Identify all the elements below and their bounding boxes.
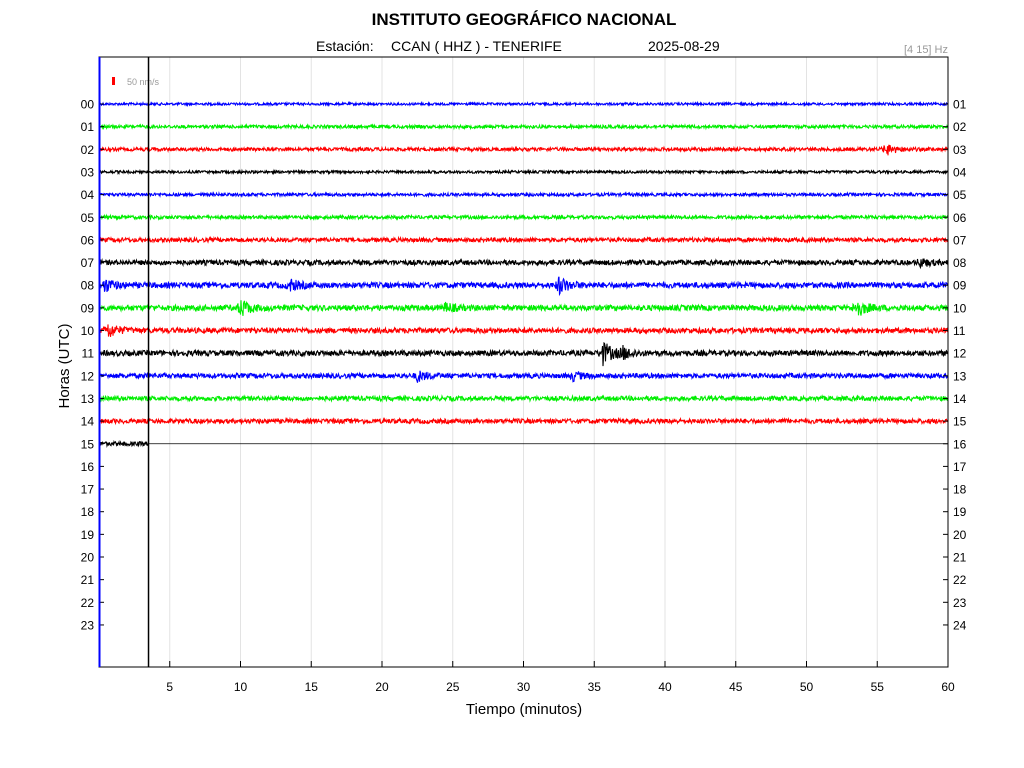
left-hour-label: 21 xyxy=(81,573,95,587)
x-tick-label: 60 xyxy=(941,680,955,694)
x-tick-label: 5 xyxy=(166,680,173,694)
hour-trace-01 xyxy=(99,122,949,131)
station-name: CCAN ( HHZ ) - TENERIFE xyxy=(391,38,562,54)
right-hour-label: 14 xyxy=(953,392,967,406)
left-hour-label: 07 xyxy=(81,256,95,270)
x-tick-label: 50 xyxy=(800,680,814,694)
left-hour-label: 22 xyxy=(81,596,95,610)
left-hour-label: 09 xyxy=(81,301,95,315)
hour-trace-00 xyxy=(99,100,949,108)
x-tick-label: 45 xyxy=(729,680,743,694)
left-hour-label: 14 xyxy=(81,415,95,429)
right-hour-label: 01 xyxy=(953,98,967,112)
hour-trace-15 xyxy=(99,439,150,448)
left-hour-label: 11 xyxy=(82,347,95,361)
traces xyxy=(99,100,949,448)
right-hour-label: 08 xyxy=(953,256,967,270)
hour-trace-13 xyxy=(99,394,949,403)
left-hour-label: 02 xyxy=(81,143,95,157)
x-tick-label: 35 xyxy=(588,680,602,694)
right-hour-label: 19 xyxy=(953,505,967,519)
right-hour-label: 16 xyxy=(953,437,967,451)
left-hour-label: 18 xyxy=(81,505,95,519)
hour-trace-14 xyxy=(99,416,949,426)
right-hour-label: 10 xyxy=(953,301,967,315)
left-hour-label: 05 xyxy=(81,211,95,225)
left-hour-label: 08 xyxy=(81,279,95,293)
right-hour-label: 09 xyxy=(953,279,967,293)
y-axis-label: Horas (UTC) xyxy=(56,323,73,408)
hour-trace-08 xyxy=(99,276,949,297)
hour-trace-10 xyxy=(99,324,949,337)
left-hour-label: 19 xyxy=(81,528,95,542)
x-axis-ticks: 5 10 15 20 25 30 35 40 45 50 55 60 xyxy=(166,661,955,694)
amplitude-scale-label: 50 nm/s xyxy=(127,77,160,87)
right-hour-label: 13 xyxy=(953,369,967,383)
left-hour-label: 06 xyxy=(81,233,95,247)
left-hour-label: 12 xyxy=(81,369,95,383)
amplitude-scale-bar xyxy=(112,77,115,85)
right-hour-label: 22 xyxy=(953,573,967,587)
right-hour-label: 17 xyxy=(953,460,967,474)
hour-trace-06 xyxy=(99,235,949,244)
grid xyxy=(169,57,878,667)
right-hour-label: 03 xyxy=(953,143,967,157)
left-hour-label: 16 xyxy=(81,460,95,474)
right-hour-label: 12 xyxy=(953,347,967,361)
hour-trace-04 xyxy=(99,190,949,199)
station-prefix: Estación: xyxy=(316,38,374,54)
x-tick-label: 55 xyxy=(871,680,885,694)
x-axis-label: Tiempo (minutos) xyxy=(466,701,582,718)
right-hour-label: 15 xyxy=(953,415,967,429)
right-hour-label: 24 xyxy=(953,618,967,632)
left-hour-label: 15 xyxy=(81,437,95,451)
x-tick-label: 30 xyxy=(517,680,531,694)
chart-title: INSTITUTO GEOGRÁFICO NACIONAL xyxy=(372,10,677,29)
hour-trace-12 xyxy=(99,370,949,383)
left-hour-label: 03 xyxy=(81,165,95,179)
right-hour-label: 02 xyxy=(953,120,967,134)
left-hour-label: 10 xyxy=(81,324,95,338)
right-hour-label: 06 xyxy=(953,211,967,225)
x-tick-label: 40 xyxy=(658,680,672,694)
hour-trace-05 xyxy=(99,213,949,222)
right-hour-label: 05 xyxy=(953,188,967,202)
right-hour-label: 04 xyxy=(953,165,967,179)
hour-trace-07 xyxy=(99,258,949,270)
left-hour-label: 20 xyxy=(81,551,95,565)
chart-date: 2025-08-29 xyxy=(648,38,720,54)
left-hour-label: 23 xyxy=(81,618,95,632)
right-hour-label: 23 xyxy=(953,596,967,610)
hour-trace-09 xyxy=(99,300,949,316)
x-tick-label: 20 xyxy=(375,680,389,694)
x-tick-label: 15 xyxy=(305,680,319,694)
filter-band: [4 15] Hz xyxy=(904,44,948,56)
left-hour-label: 00 xyxy=(81,98,95,112)
right-hour-label: 18 xyxy=(953,483,967,497)
right-hour-label: 20 xyxy=(953,528,967,542)
right-hour-label: 21 xyxy=(953,551,967,565)
x-tick-label: 10 xyxy=(234,680,248,694)
left-hour-label: 17 xyxy=(81,483,95,497)
x-tick-label: 25 xyxy=(446,680,460,694)
left-hour-labels: 00 01 02 03 04 05 06 07 08 09 10 11 12 13 14 15 16 17 18 19… xyxy=(81,98,104,632)
right-hour-label: 11 xyxy=(953,324,966,338)
hour-trace-11 xyxy=(99,342,949,367)
left-hour-label: 01 xyxy=(81,120,95,134)
left-hour-label: 04 xyxy=(81,188,95,202)
left-hour-label: 13 xyxy=(81,392,95,406)
right-hour-label: 07 xyxy=(953,233,967,247)
hour-trace-02 xyxy=(99,144,949,156)
right-hour-labels: 01 02 03 04 05 06 07 08 09 10 11 12 13 14 15 16 17 18 19 20… xyxy=(943,98,967,632)
hour-trace-03 xyxy=(99,168,949,176)
